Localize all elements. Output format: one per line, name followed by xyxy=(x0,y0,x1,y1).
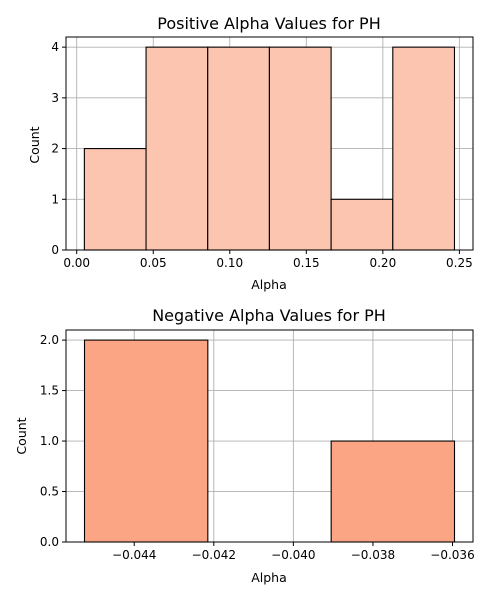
y-tick-label: 2.0 xyxy=(40,333,59,347)
y-tick-label: 1 xyxy=(51,192,59,206)
histogram-bar xyxy=(83,339,209,543)
x-tick-label: 0.00 xyxy=(63,256,90,270)
y-tick-label: 4 xyxy=(51,40,59,54)
histogram-bar xyxy=(330,198,394,251)
x-tick-label: 0.05 xyxy=(140,256,167,270)
x-tick-label: −0.042 xyxy=(192,548,236,562)
chart-title: Positive Alpha Values for PH xyxy=(157,14,380,33)
y-axis-label: Count xyxy=(14,417,29,454)
x-tick-label: 0.25 xyxy=(446,256,473,270)
x-tick-label: −0.040 xyxy=(271,548,315,562)
y-tick-label: 1.0 xyxy=(40,434,59,448)
plot-frame xyxy=(65,329,474,543)
y-tick-label: 2 xyxy=(51,142,59,156)
histogram-bar xyxy=(268,46,332,251)
histogram-bar xyxy=(392,46,456,251)
x-axis-label: Alpha xyxy=(251,570,287,585)
histogram-bar xyxy=(83,148,147,251)
x-tick-label: 0.10 xyxy=(216,256,243,270)
y-tick-label: 3 xyxy=(51,91,59,105)
y-tick-label: 0.0 xyxy=(40,535,59,549)
positive-alpha-chart: Positive Alpha Values for PH Alpha Count… xyxy=(27,14,474,292)
x-tick-label: −0.036 xyxy=(430,548,474,562)
histogram-bar xyxy=(330,440,456,543)
histogram-bar xyxy=(207,46,270,251)
negative-alpha-chart: Negative Alpha Values for PH Alpha Count… xyxy=(14,306,475,585)
histogram-bar xyxy=(145,46,209,251)
y-tick-label: 0.5 xyxy=(40,485,59,499)
chart-title: Negative Alpha Values for PH xyxy=(152,306,386,325)
plot-frame xyxy=(65,36,474,251)
x-tick-label: 0.15 xyxy=(293,256,320,270)
x-axis-label: Alpha xyxy=(251,277,287,292)
x-tick-label: −0.038 xyxy=(351,548,395,562)
y-tick-label: 1.5 xyxy=(40,384,59,398)
y-tick-label: 0 xyxy=(51,243,59,257)
x-tick-label: −0.044 xyxy=(112,548,156,562)
y-axis-label: Count xyxy=(27,126,42,163)
x-tick-label: 0.20 xyxy=(369,256,396,270)
